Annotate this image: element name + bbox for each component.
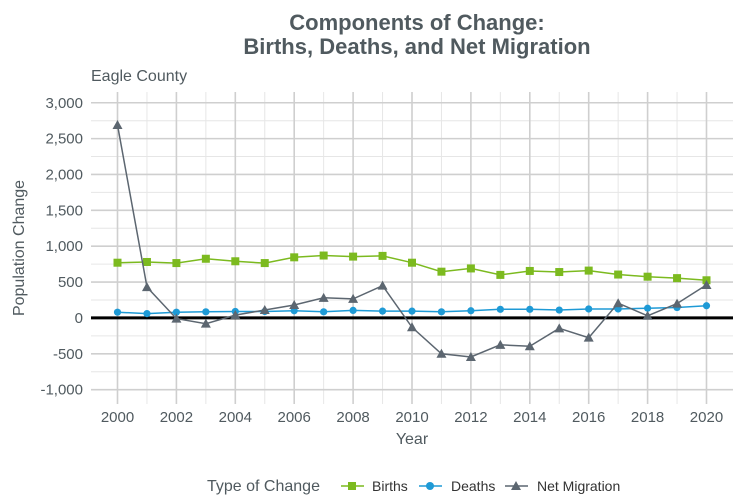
chart-subtitle: Eagle County (91, 68, 187, 85)
data-point-deaths (496, 305, 504, 313)
y-tick-labels: -1,000 -500 0 500 1,000 1,500 2,000 2,500 3,000 (40, 95, 83, 399)
data-point-net-migration (642, 310, 653, 320)
y-tick-label: 0 (75, 310, 83, 327)
chart-title-line-1: Components of Change: (289, 10, 544, 35)
data-point-deaths (172, 308, 181, 316)
data-point-net-migration (348, 293, 359, 303)
legend-circle-marker (426, 482, 434, 490)
y-axis-title: Population Change (11, 180, 28, 316)
y-tick-label: 3,000 (45, 95, 83, 112)
data-point-births (319, 251, 328, 260)
data-point-births (349, 252, 358, 261)
x-tick-label: 2018 (631, 409, 664, 426)
y-tick-label: 1,500 (45, 202, 83, 219)
data-point-deaths (143, 310, 151, 318)
data-point-deaths (526, 305, 534, 313)
data-point-births (673, 274, 682, 283)
data-point-net-migration (436, 348, 447, 358)
data-point-births (555, 268, 564, 277)
data-point-births (378, 251, 387, 260)
data-point-births (643, 272, 652, 281)
data-point-net-migration (465, 352, 476, 362)
data-point-deaths (555, 306, 563, 314)
y-tick-label: 2,000 (45, 166, 83, 183)
data-point-births (614, 270, 623, 279)
legend-title: Type of Change (207, 478, 320, 495)
legend: Type of Change Births Deaths Net Migrati… (207, 478, 620, 495)
data-point-deaths (643, 304, 652, 312)
x-tick-label: 2000 (101, 409, 134, 426)
data-point-net-migration (377, 280, 388, 290)
data-point-net-migration (141, 282, 152, 292)
data-point-net-migration (583, 332, 594, 342)
data-point-net-migration (289, 300, 300, 310)
data-point-net-migration (524, 341, 535, 351)
data-point-deaths (349, 306, 357, 314)
data-point-deaths (585, 305, 593, 313)
chart-title-line-2: Births, Deaths, and Net Migration (243, 34, 590, 59)
data-point-net-migration (495, 339, 506, 349)
data-point-births (584, 266, 593, 275)
legend-item-deaths: Deaths (419, 478, 495, 494)
data-point-births (172, 259, 181, 268)
data-point-births (466, 264, 475, 273)
data-point-deaths (467, 307, 475, 315)
x-tick-label: 2010 (395, 409, 428, 426)
x-tick-labels: 2000 2002 2004 2006 2008 2010 2012 2014 2016 2018… (101, 409, 723, 426)
data-point-births (496, 270, 505, 279)
x-tick-label: 2012 (454, 409, 487, 426)
data-point-births (113, 258, 122, 267)
y-tick-label: -500 (53, 346, 83, 363)
data-point-deaths (320, 308, 328, 316)
y-tick-label: 1,000 (45, 238, 83, 255)
data-point-births (408, 258, 416, 267)
data-point-births (231, 257, 240, 266)
data-point-net-migration (171, 313, 182, 323)
data-point-deaths (408, 307, 416, 315)
legend-label-net-migration: Net Migration (537, 478, 620, 494)
data-point-net-migration (112, 119, 123, 129)
x-axis-title: Year (396, 431, 429, 448)
data-point-net-migration (259, 305, 270, 315)
data-point-net-migration (407, 322, 417, 332)
legend-item-net-migration: Net Migration (505, 478, 620, 494)
y-tick-label: 500 (58, 274, 83, 291)
data-point-births (290, 253, 299, 262)
gridlines (91, 92, 733, 404)
data-point-births (260, 259, 269, 268)
data-point-deaths (702, 302, 711, 310)
legend-label-deaths: Deaths (451, 478, 495, 494)
x-tick-label: 2020 (690, 409, 723, 426)
data-point-deaths (378, 307, 387, 315)
x-tick-label: 2014 (513, 409, 546, 426)
legend-label-births: Births (372, 478, 408, 494)
data-point-net-migration (554, 323, 565, 333)
legend-item-births: Births (341, 478, 408, 494)
data-point-net-migration (672, 298, 683, 308)
data-point-births (201, 254, 210, 263)
y-tick-label: -1,000 (40, 382, 83, 399)
data-point-net-migration (318, 292, 329, 302)
x-tick-label: 2004 (219, 409, 252, 426)
data-point-net-migration (701, 279, 712, 289)
x-tick-label: 2006 (278, 409, 311, 426)
data-point-deaths (202, 308, 210, 316)
legend-triangle-marker (511, 481, 521, 490)
data-point-net-migration (200, 318, 211, 328)
y-tick-label: 2,500 (45, 131, 83, 148)
data-point-births (525, 266, 534, 275)
legend-square-marker (348, 482, 356, 490)
data-point-net-migration (230, 310, 241, 320)
data-point-deaths (437, 308, 446, 316)
x-tick-label: 2002 (160, 409, 193, 426)
series-layer (112, 119, 712, 362)
data-point-net-migration (613, 298, 624, 308)
x-tick-label: 2016 (572, 409, 605, 426)
data-point-births (142, 257, 151, 266)
x-tick-label: 2008 (336, 409, 369, 426)
data-point-births (437, 267, 446, 276)
data-point-deaths (113, 308, 122, 316)
